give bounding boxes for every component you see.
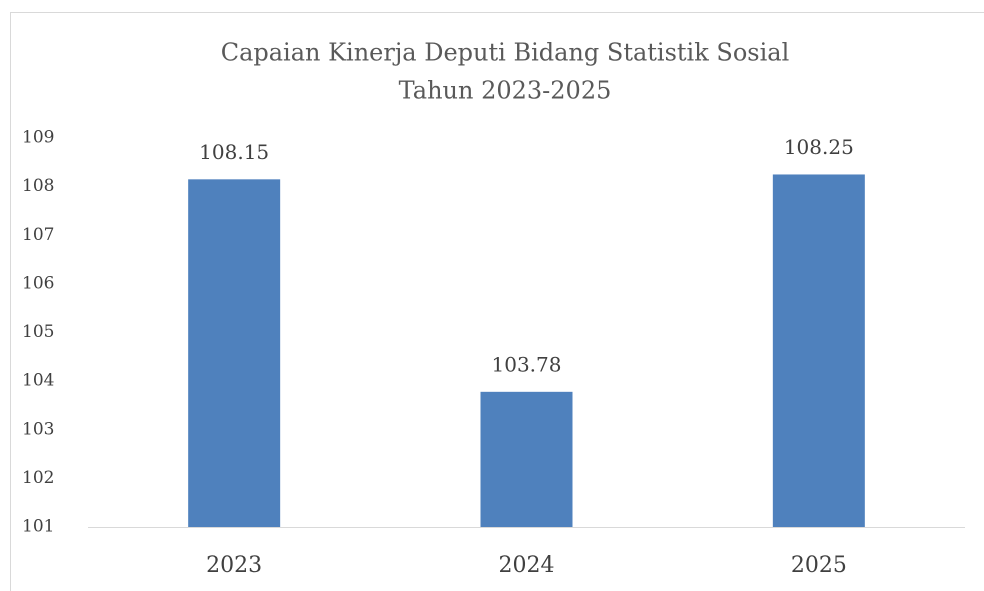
chart-title: Tahun 2023-2025 (399, 77, 612, 105)
bar (772, 174, 865, 527)
y-tick-label: 102 (22, 468, 54, 488)
y-tick-label: 108 (22, 176, 54, 196)
y-tick-label: 101 (22, 517, 54, 537)
bar (188, 179, 281, 528)
y-tick-label: 103 (22, 419, 54, 439)
y-tick-label: 107 (22, 225, 54, 245)
y-tick-label: 104 (22, 371, 54, 391)
bar (480, 391, 573, 527)
x-tick-label: 2025 (791, 553, 847, 578)
value-label: 108.15 (199, 140, 269, 164)
x-tick-label: 2024 (499, 553, 555, 578)
x-tick-label: 2023 (206, 553, 262, 578)
y-tick-label: 105 (22, 322, 54, 342)
y-tick-label: 109 (22, 128, 54, 148)
y-tick-label: 106 (22, 273, 54, 293)
value-label: 108.25 (784, 135, 854, 159)
value-label: 103.78 (492, 352, 562, 376)
chart-title: Capaian Kinerja Deputi Bidang Statistik … (221, 39, 790, 67)
